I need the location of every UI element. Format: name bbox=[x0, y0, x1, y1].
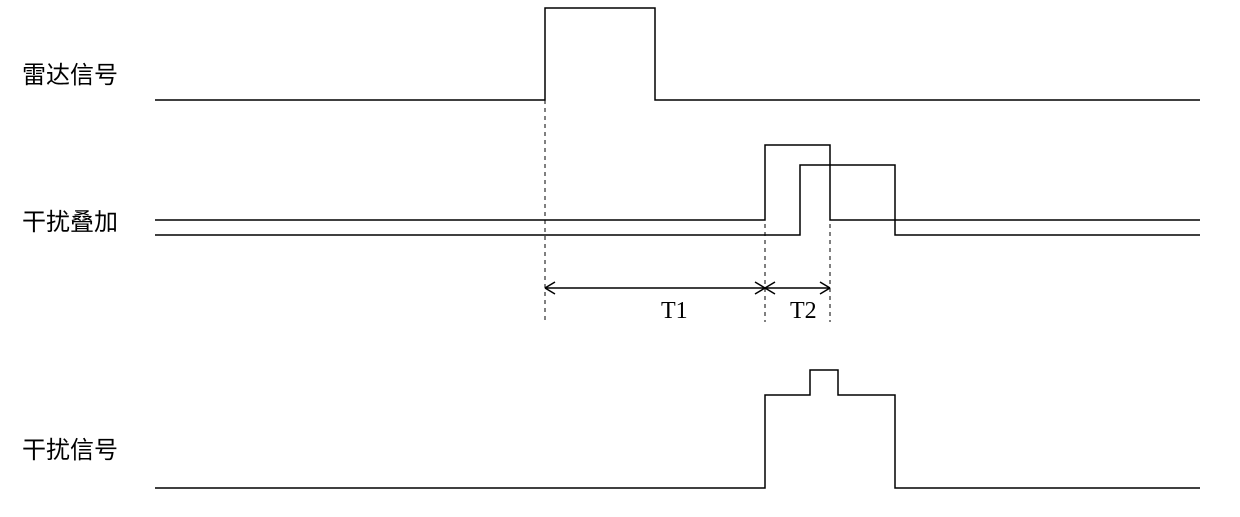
superposition-trace-b bbox=[155, 165, 1200, 235]
timing-diagram bbox=[0, 0, 1240, 517]
radar-signal-trace bbox=[155, 8, 1200, 100]
interference-signal-trace bbox=[155, 370, 1200, 488]
diagram-container: 雷达信号 干扰叠加 干扰信号 T1 T2 bbox=[0, 0, 1240, 517]
superposition-trace-a bbox=[155, 145, 1200, 220]
